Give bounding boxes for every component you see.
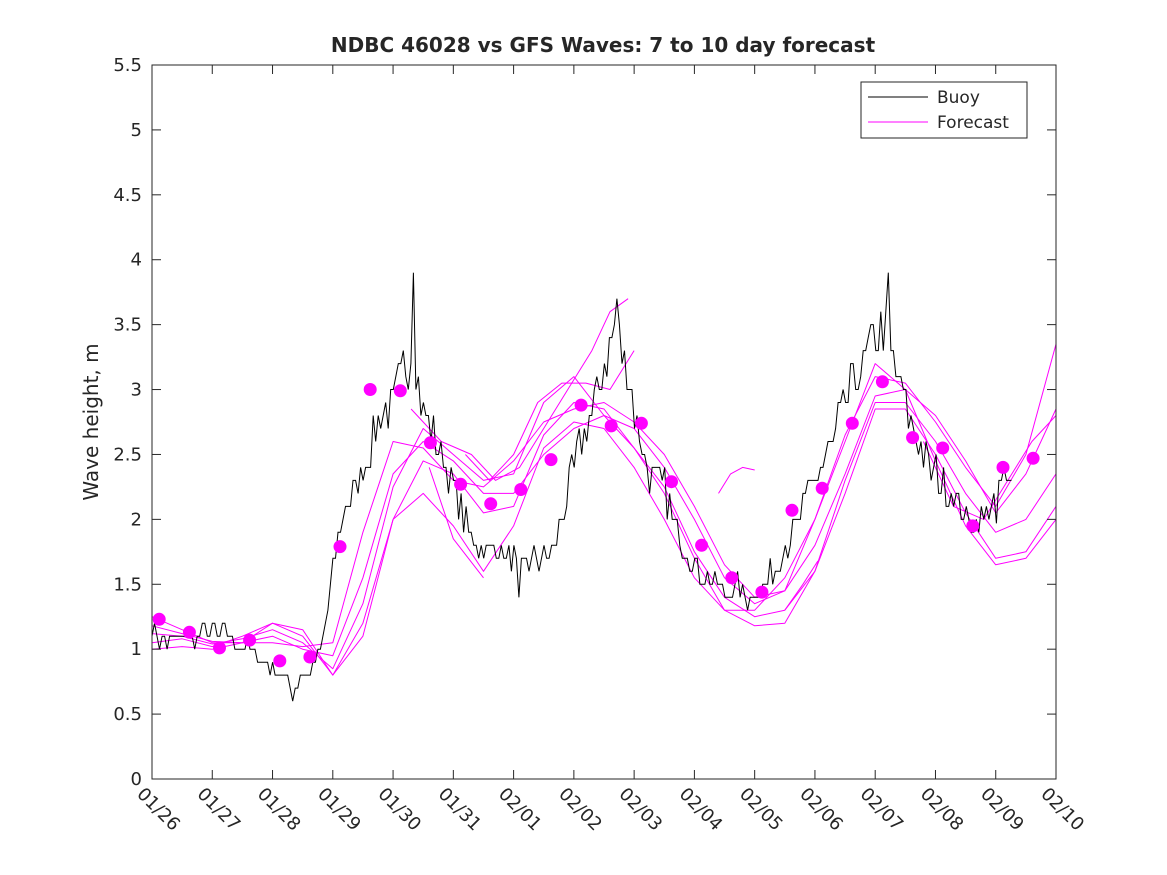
y-tick-label: 1 [131, 639, 142, 660]
forecast-marker [634, 416, 648, 430]
y-tick-label: 4.5 [113, 185, 142, 206]
forecast-marker [152, 612, 166, 626]
y-tick-label: 4 [131, 250, 142, 271]
x-tick-label: 02/05 [735, 784, 787, 836]
y-tick-label: 5 [131, 120, 142, 141]
y-axis: 0 0.5 1 1.5 2 2.5 3 3.5 4 4.5 5 5.5 [113, 55, 1056, 790]
forecast-marker [604, 419, 618, 433]
x-tick-label: 02/06 [795, 784, 847, 836]
plot-frame [151, 64, 1057, 780]
x-tick-label: 01/30 [374, 784, 426, 836]
forecast-marker [303, 650, 317, 664]
forecast-run-line [151, 343, 1057, 648]
legend-box [860, 81, 1028, 139]
forecast-marker [815, 481, 829, 495]
y-tick-label: 2.5 [113, 444, 142, 465]
y-tick-label: 1.5 [113, 574, 142, 595]
x-tick-label: 01/26 [132, 784, 184, 836]
forecast-marker [544, 453, 558, 467]
forecast-marker [423, 436, 437, 450]
x-tick-label: 01/31 [434, 784, 486, 836]
forecast-markers [152, 375, 1040, 668]
forecast-marker [484, 497, 498, 511]
legend-forecast-label: Forecast [937, 113, 1009, 133]
forecast-marker [574, 398, 588, 412]
x-tick-label: 02/10 [1036, 784, 1088, 836]
forecast-marker [996, 460, 1010, 474]
forecast-run-line [151, 363, 1057, 676]
forecast-marker [514, 483, 528, 496]
x-tick-label: 01/28 [253, 784, 305, 836]
x-tick-label: 02/07 [856, 784, 908, 836]
forecast-marker [363, 383, 377, 396]
buoy-series [151, 272, 1012, 702]
forecast-marker [725, 571, 739, 585]
forecast-marker [454, 477, 468, 491]
y-tick-label: 3.5 [113, 315, 142, 336]
x-tick-label: 01/27 [193, 784, 245, 836]
y-tick-label: 5.5 [113, 55, 142, 76]
forecast-series [151, 298, 1057, 676]
forecast-marker [182, 625, 196, 639]
forecast-marker [333, 540, 347, 554]
y-tick-label: 2 [131, 509, 142, 530]
forecast-marker [755, 585, 769, 599]
forecast-run-line [718, 466, 755, 494]
forecast-marker [936, 441, 950, 455]
forecast-marker [393, 384, 407, 398]
forecast-marker [785, 503, 799, 517]
x-tick-label: 02/03 [615, 784, 667, 836]
forecast-run-line [465, 350, 635, 481]
forecast-run-line [151, 389, 1057, 657]
legend: Buoy Forecast [860, 81, 1028, 139]
y-axis-label: Wave height, m [79, 343, 103, 500]
forecast-marker [875, 375, 889, 389]
x-tick-label: 02/08 [916, 784, 968, 836]
forecast-marker [273, 654, 287, 668]
forecast-marker [665, 475, 678, 489]
y-tick-label: 0.5 [113, 704, 142, 725]
buoy-line [151, 272, 1012, 702]
forecast-run-line [428, 467, 484, 579]
forecast-marker [243, 633, 257, 647]
forecast-marker [695, 538, 709, 552]
x-tick-label: 01/29 [313, 784, 365, 836]
forecast-marker [966, 519, 980, 533]
forecast-run-line [410, 298, 629, 481]
forecast-run-line [151, 402, 1057, 676]
x-tick-label: 02/09 [976, 784, 1028, 836]
forecast-run-line [922, 415, 1057, 520]
y-tick-label: 3 [131, 380, 142, 401]
legend-buoy-label: Buoy [937, 88, 980, 108]
x-tick-label: 02/01 [494, 784, 546, 836]
forecast-run-line [784, 560, 819, 611]
forecast-marker [213, 641, 226, 655]
chart-title: NDBC 46028 vs GFS Waves: 7 to 10 day for… [331, 33, 876, 57]
forecast-marker [845, 416, 859, 430]
x-tick-label: 02/02 [554, 784, 606, 836]
forecast-run-line [151, 376, 1057, 670]
y-tick-label: 0 [131, 769, 142, 790]
forecast-marker [906, 431, 920, 445]
x-tick-label: 02/04 [675, 784, 727, 836]
forecast-marker [1026, 451, 1040, 465]
